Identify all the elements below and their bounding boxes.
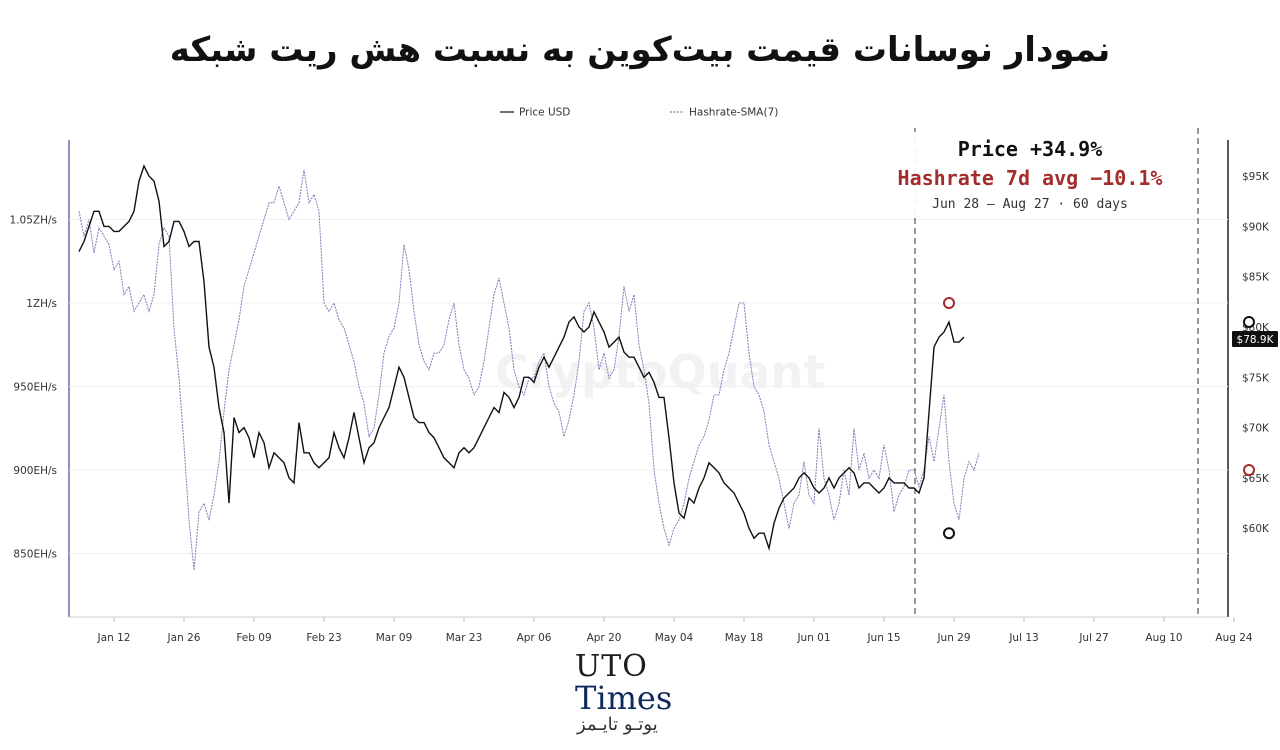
watermark: CryptoQuant xyxy=(495,345,826,399)
x-tick-label: Jun 15 xyxy=(866,632,900,644)
uto-times-logo: UTO Times یوتـو تایـمز xyxy=(575,649,715,736)
x-tick-label: Aug 10 xyxy=(1145,632,1182,644)
right-tick-label: $85K xyxy=(1242,272,1270,284)
series-marker xyxy=(943,527,955,540)
chart: CryptoQuant Price USD Hashrate-SMA(7) 1.… xyxy=(10,107,1278,644)
x-tick-label: Feb 09 xyxy=(236,632,271,644)
logo-line-1: UTO xyxy=(575,649,648,684)
left-tick-label: 850EH/s xyxy=(13,549,57,561)
x-tick-label: Apr 06 xyxy=(517,632,552,644)
left-tick-label: 900EH/s xyxy=(13,465,57,477)
left-tick-label: 1ZH/s xyxy=(26,298,57,310)
x-tick-label: May 04 xyxy=(655,632,694,644)
x-tick-label: Jan 26 xyxy=(167,632,201,644)
right-axis-ticks: $95K$90K$85K$80K$75K$70K$65K$60K xyxy=(1242,171,1270,535)
series-marker xyxy=(943,297,955,309)
logo-line-2: Times xyxy=(575,679,673,717)
left-axis-ticks: 1.05ZH/s 1ZH/s 950EH/s 900EH/s 850EH/s xyxy=(10,215,57,561)
right-tick-label: $70K xyxy=(1242,423,1270,435)
x-tick-label: Apr 20 xyxy=(587,632,622,644)
legend-hashrate-label: Hashrate-SMA(7) xyxy=(689,107,778,119)
right-tick-label: $60K xyxy=(1242,523,1270,535)
right-tick-label: $95K xyxy=(1242,171,1270,183)
x-tick-label: Jun 29 xyxy=(936,632,970,644)
price-series-line xyxy=(78,164,965,552)
markers xyxy=(943,297,1255,540)
x-tick-label: Jul 13 xyxy=(1008,632,1038,644)
legend-price-label: Price USD xyxy=(519,107,570,119)
series-marker xyxy=(1243,315,1255,328)
hashrate-change-annotation: Hashrate 7d avg −10.1% xyxy=(898,166,1163,190)
x-tick-label: Jul 27 xyxy=(1078,632,1108,644)
x-tick-label: Feb 23 xyxy=(306,632,341,644)
price-change-annotation: Price +34.9% xyxy=(958,137,1103,161)
left-tick-label: 1.05ZH/s xyxy=(10,215,57,227)
logo-line-3: یوتـو تایـمز xyxy=(577,714,658,735)
series-marker xyxy=(1243,464,1255,476)
x-tick-label: Mar 09 xyxy=(376,632,413,644)
price-badge-bg xyxy=(1232,331,1278,347)
right-tick-label: $90K xyxy=(1242,221,1270,233)
price-badge: $78.9K xyxy=(1237,334,1275,346)
x-axis-ticks: Jan 12 Jan 26 Feb 09 Feb 23 Mar 09 Mar 23 Apr … xyxy=(97,617,1253,644)
chart-title: نمودار نوسانات قیمت بیت‌کوین به نسبت هش … xyxy=(169,30,1111,70)
range-annotation: Jun 28 – Aug 27 · 60 days xyxy=(932,197,1128,212)
x-tick-label: Jun 01 xyxy=(796,632,830,644)
right-tick-label: $75K xyxy=(1242,372,1270,384)
left-tick-label: 950EH/s xyxy=(13,382,57,394)
grid xyxy=(69,219,1228,554)
x-tick-label: Mar 23 xyxy=(446,632,483,644)
x-tick-label: Jan 12 xyxy=(97,632,131,644)
legend: Price USD Hashrate-SMA(7) xyxy=(500,107,778,119)
x-tick-label: May 18 xyxy=(725,632,763,644)
x-tick-label: Aug 24 xyxy=(1215,632,1253,644)
annotation-backdrop xyxy=(880,132,1180,216)
